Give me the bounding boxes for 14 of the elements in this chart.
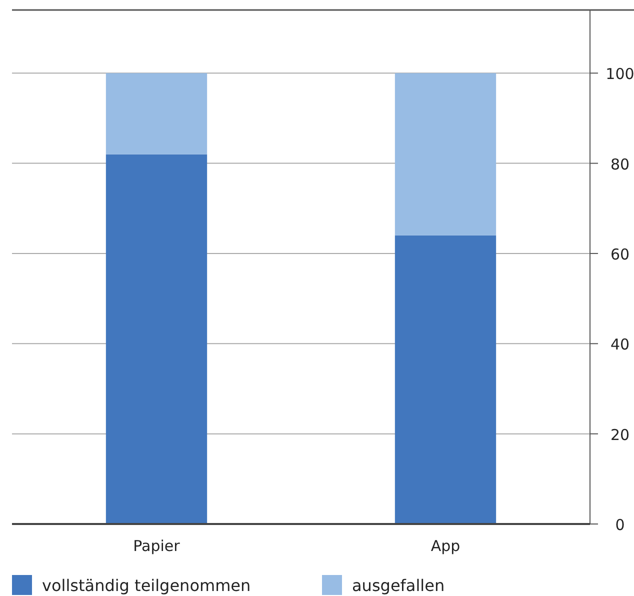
- bar: [394, 235, 496, 524]
- x-tick-label: App: [430, 537, 460, 555]
- y-tick-label: 20: [610, 426, 630, 444]
- bar: [106, 154, 208, 524]
- y-tick-label: 60: [610, 245, 630, 264]
- legend-label: ausgefallen: [352, 576, 445, 595]
- y-tick-label: 80: [610, 155, 630, 174]
- bar: [106, 73, 208, 154]
- x-tick-label: Papier: [133, 537, 181, 555]
- y-tick-label: 100: [606, 65, 634, 84]
- bar: [394, 73, 496, 236]
- y-tick-label: 0: [615, 516, 625, 534]
- y-tick-label: 40: [610, 336, 630, 354]
- legend-label: vollständig teilgenommen: [42, 576, 251, 595]
